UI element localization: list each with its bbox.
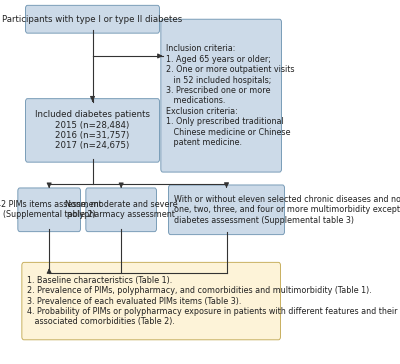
FancyBboxPatch shape [22, 262, 280, 340]
Text: With or without eleven selected chronic diseases and none,
one, two, three, and : With or without eleven selected chronic … [174, 195, 400, 225]
FancyBboxPatch shape [168, 185, 284, 234]
FancyBboxPatch shape [18, 188, 80, 232]
Text: Inclusion criteria:
1. Aged 65 years or older;
2. One or more outpatient visits
: Inclusion criteria: 1. Aged 65 years or … [166, 44, 295, 147]
FancyBboxPatch shape [161, 19, 282, 172]
FancyBboxPatch shape [26, 99, 160, 162]
FancyBboxPatch shape [86, 188, 156, 232]
Text: Included diabetes patients
2015 (n=28,484)
2016 (n=31,757)
2017 (n=24,675): Included diabetes patients 2015 (n=28,48… [35, 110, 150, 150]
Text: None, moderate and severe
polypharmacy assessment: None, moderate and severe polypharmacy a… [65, 200, 178, 219]
Text: 42 PIMs items assessment
(Supplemental table 2): 42 PIMs items assessment (Supplemental t… [0, 200, 102, 219]
FancyBboxPatch shape [26, 5, 160, 33]
Text: 1. Baseline characteristics (Table 1).
2. Prevalence of PIMs, polypharmacy, and : 1. Baseline characteristics (Table 1). 2… [27, 276, 400, 327]
Text: Participants with type I or type II diabetes: Participants with type I or type II diab… [2, 15, 183, 24]
